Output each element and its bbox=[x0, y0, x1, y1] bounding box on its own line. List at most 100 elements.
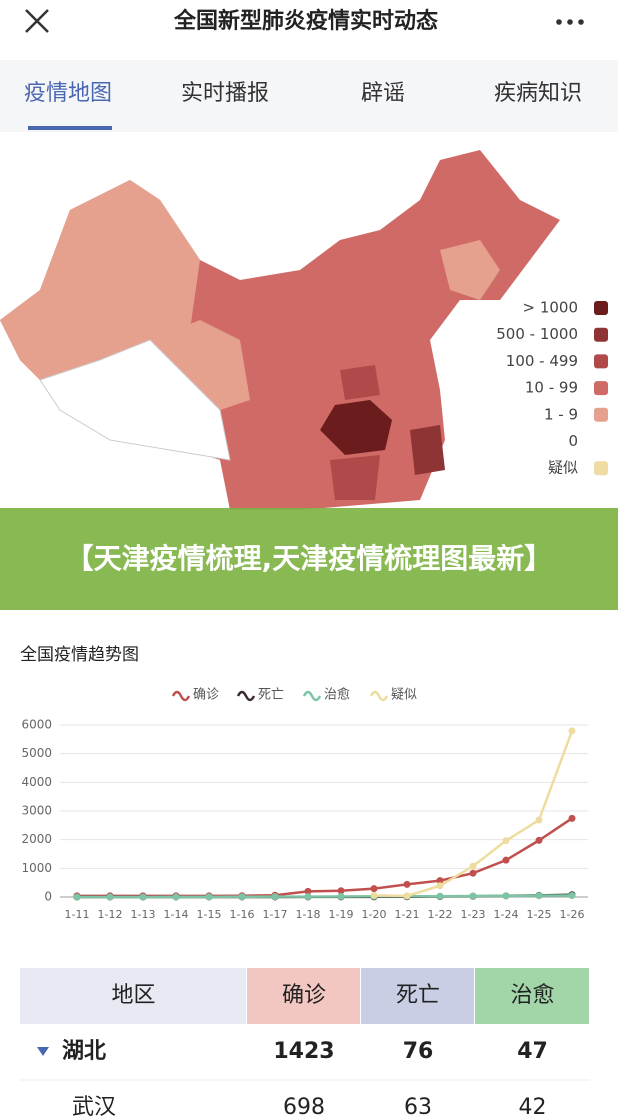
tab-bar bbox=[0, 60, 618, 132]
more-icon[interactable] bbox=[578, 19, 584, 25]
x-tick-label: 1-25 bbox=[527, 908, 552, 921]
x-tick-label: 1-15 bbox=[197, 908, 222, 921]
header-bar bbox=[0, 0, 618, 60]
table-header: 死亡 bbox=[396, 983, 440, 1008]
tab-indicator bbox=[28, 126, 112, 130]
table-cell: 1423 bbox=[273, 1039, 334, 1064]
banner: 【天津疫情梳理,天津疫情梳理图最新】 bbox=[0, 508, 618, 610]
data-point bbox=[535, 836, 543, 844]
x-tick-label: 1-14 bbox=[164, 908, 189, 921]
data-point bbox=[304, 893, 312, 901]
y-tick-label: 5000 bbox=[21, 746, 52, 760]
data-point bbox=[535, 816, 543, 824]
tab[interactable]: 实时播报 bbox=[181, 81, 269, 106]
tab[interactable]: 辟谣 bbox=[361, 81, 405, 106]
data-point bbox=[502, 837, 510, 845]
table-header: 地区 bbox=[111, 983, 155, 1008]
data-point bbox=[436, 892, 444, 900]
map-region bbox=[440, 240, 500, 300]
x-tick-label: 1-12 bbox=[98, 908, 123, 921]
data-point bbox=[436, 882, 444, 890]
table-cell: 湖北 bbox=[62, 1039, 106, 1064]
x-tick-label: 1-24 bbox=[494, 908, 519, 921]
legend-label: 10 - 99 bbox=[525, 379, 578, 397]
map-region bbox=[410, 425, 445, 475]
data-point bbox=[568, 727, 576, 735]
data-point bbox=[469, 869, 477, 877]
tab[interactable]: 疫情地图 bbox=[24, 81, 112, 106]
x-tick-label: 1-23 bbox=[461, 908, 486, 921]
legend-icon bbox=[369, 690, 389, 702]
x-tick-label: 1-20 bbox=[362, 908, 387, 921]
data-point bbox=[403, 892, 411, 900]
legend-swatch bbox=[594, 461, 608, 476]
data-point bbox=[172, 893, 180, 901]
data-point bbox=[568, 814, 576, 822]
data-point bbox=[205, 893, 213, 901]
data-point bbox=[502, 856, 510, 864]
legend-label: 确诊 bbox=[193, 688, 219, 703]
map-region bbox=[340, 365, 380, 400]
legend-label: > 1000 bbox=[522, 299, 578, 317]
table-header: 确诊 bbox=[282, 983, 326, 1008]
data-point bbox=[469, 862, 477, 870]
map-region bbox=[320, 400, 392, 455]
legend-label: 1 - 9 bbox=[544, 405, 578, 423]
more-icon[interactable] bbox=[556, 19, 562, 25]
china-map bbox=[0, 150, 560, 510]
map-region bbox=[0, 180, 200, 380]
series-line bbox=[77, 817, 573, 898]
table-cell: 76 bbox=[403, 1039, 434, 1064]
y-tick-label: 6000 bbox=[21, 718, 52, 732]
banner-text: 【天津疫情梳理,天津疫情梳理图最新】 bbox=[65, 542, 553, 575]
legend-label: 死亡 bbox=[258, 688, 284, 703]
legend-swatch bbox=[594, 381, 608, 396]
y-tick-label: 0 bbox=[44, 890, 52, 904]
y-tick-label: 3000 bbox=[21, 804, 52, 818]
table-header-cell bbox=[20, 968, 246, 1024]
x-tick-label: 1-22 bbox=[428, 908, 453, 921]
map-region bbox=[330, 455, 380, 500]
data-point bbox=[370, 885, 378, 893]
data-point bbox=[106, 893, 114, 901]
x-tick-label: 1-11 bbox=[65, 908, 90, 921]
table-cell: 武汉 bbox=[72, 1095, 116, 1120]
table-header-cell bbox=[247, 968, 360, 1024]
table-cell: 47 bbox=[517, 1039, 548, 1064]
more-icon[interactable] bbox=[567, 19, 573, 25]
table-header-cell bbox=[361, 968, 474, 1024]
x-tick-label: 1-18 bbox=[296, 908, 321, 921]
expand-icon bbox=[37, 1047, 49, 1056]
legend-icon bbox=[236, 690, 256, 702]
y-tick-label: 2000 bbox=[21, 832, 52, 846]
data-point bbox=[73, 893, 81, 901]
x-tick-label: 1-13 bbox=[131, 908, 156, 921]
header-title: 全国新型肺炎疫情实时动态 bbox=[173, 8, 438, 34]
data-point bbox=[436, 877, 444, 885]
data-point bbox=[469, 892, 477, 900]
y-tick-label: 1000 bbox=[21, 861, 52, 875]
tab[interactable]: 疾病知识 bbox=[494, 81, 582, 106]
legend-label: 治愈 bbox=[324, 688, 350, 703]
legend-label: 500 - 1000 bbox=[496, 325, 578, 343]
legend-label: 100 - 499 bbox=[506, 352, 578, 370]
series-line bbox=[77, 894, 573, 899]
legend-swatch bbox=[594, 407, 608, 422]
table-cell: 698 bbox=[283, 1095, 325, 1120]
legend-label: 疑似 bbox=[548, 459, 578, 477]
legend-swatch bbox=[594, 327, 608, 342]
x-tick-label: 1-17 bbox=[263, 908, 288, 921]
table-cell: 42 bbox=[519, 1095, 547, 1120]
map-region bbox=[150, 320, 250, 410]
data-point bbox=[568, 892, 576, 900]
x-tick-label: 1-16 bbox=[230, 908, 255, 921]
legend-label: 疑似 bbox=[391, 687, 417, 703]
chart-title: 全国疫情趋势图 bbox=[20, 645, 139, 665]
data-point bbox=[502, 892, 510, 900]
data-point bbox=[370, 891, 378, 899]
table-cell: 63 bbox=[404, 1095, 432, 1120]
table-header: 治愈 bbox=[510, 983, 554, 1008]
close-icon[interactable] bbox=[25, 9, 49, 33]
